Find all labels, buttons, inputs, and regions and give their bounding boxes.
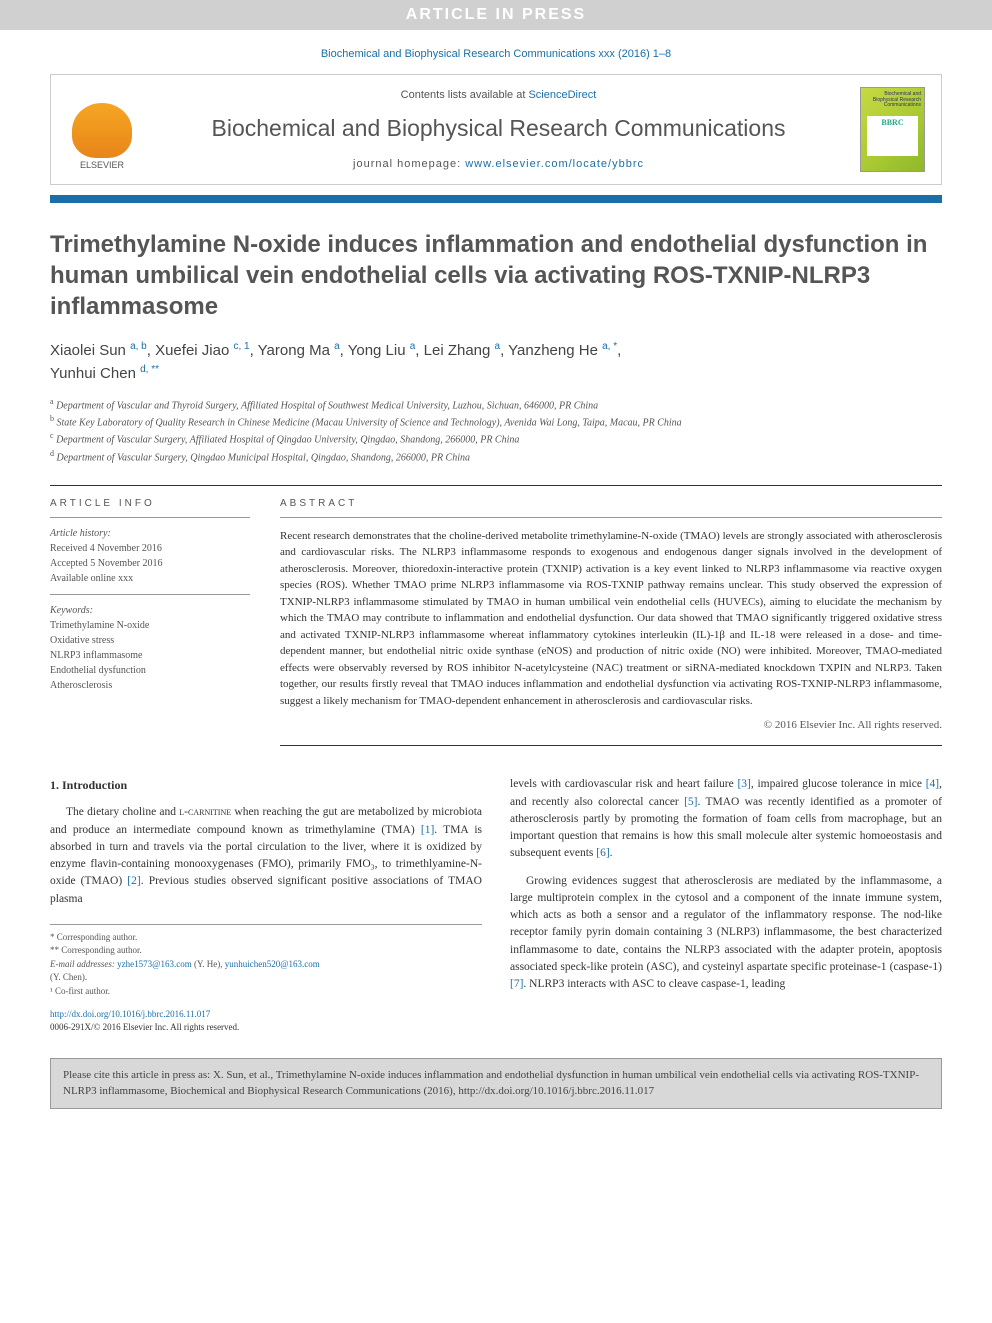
homepage-prefix: journal homepage: — [353, 158, 465, 170]
keywords-label: Keywords: — [50, 603, 250, 618]
article-info-heading: ARTICLE INFO — [50, 486, 250, 517]
top-citation: Biochemical and Biophysical Research Com… — [0, 30, 992, 74]
publisher-name: ELSEVIER — [80, 160, 124, 170]
reference-link[interactable]: [3] — [737, 778, 750, 790]
body-two-column: 1. Introduction The dietary choline and … — [50, 776, 942, 1033]
reference-link[interactable]: [1] — [421, 824, 434, 836]
article-history-block: Article history: Received 4 November 201… — [50, 517, 250, 594]
journal-cover-thumbnail: Biochemical and Biophysical Research Com… — [860, 87, 925, 172]
abstract-copyright: © 2016 Elsevier Inc. All rights reserved… — [280, 719, 942, 746]
intro-heading: 1. Introduction — [50, 776, 482, 794]
cite-article-box: Please cite this article in press as: X.… — [50, 1058, 942, 1109]
keywords-block: Keywords: Trimethylamine N-oxide Oxidati… — [50, 594, 250, 701]
reference-link[interactable]: [6] — [596, 847, 609, 859]
contents-prefix: Contents lists available at — [401, 89, 529, 101]
intro-paragraph: Growing evidences suggest that atheroscl… — [510, 873, 942, 994]
small-caps-text: l-carnitine — [179, 806, 231, 818]
affiliation: a Department of Vascular and Thyroid Sur… — [50, 396, 942, 413]
email-link[interactable]: yzhe1573@163.com — [117, 959, 192, 969]
affiliations-block: a Department of Vascular and Thyroid Sur… — [50, 396, 942, 465]
journal-homepage-line: journal homepage: www.elsevier.com/locat… — [153, 158, 844, 170]
elsevier-tree-icon — [72, 103, 132, 158]
corresponding-note: * Corresponding author. — [50, 931, 482, 945]
article-in-press-banner: ARTICLE IN PRESS — [0, 0, 992, 30]
author-list: Xiaolei Sun a, b, Xuefei Jiao c, 1, Yaro… — [50, 339, 942, 386]
article-title: Trimethylamine N-oxide induces inflammat… — [50, 229, 942, 323]
doi-link[interactable]: http://dx.doi.org/10.1016/j.bbrc.2016.11… — [50, 1009, 210, 1019]
article-info-column: ARTICLE INFO Article history: Received 4… — [50, 486, 250, 747]
sciencedirect-link[interactable]: ScienceDirect — [528, 89, 596, 101]
corresponding-note: ** Corresponding author. — [50, 944, 482, 958]
intro-paragraph: levels with cardiovascular risk and hear… — [510, 776, 942, 862]
email-name: (Y. He), — [194, 959, 223, 969]
reference-link[interactable]: [4] — [926, 778, 939, 790]
reference-link[interactable]: [7] — [510, 978, 523, 990]
header-center: Contents lists available at ScienceDirec… — [153, 89, 844, 170]
abstract-text: Recent research demonstrates that the ch… — [280, 517, 942, 710]
article-content: Trimethylamine N-oxide induces inflammat… — [0, 203, 992, 1034]
history-line: Received 4 November 2016 — [50, 541, 250, 556]
publisher-logo: ELSEVIER — [67, 90, 137, 170]
email-addresses-line: E-mail addresses: yzhe1573@163.com (Y. H… — [50, 958, 482, 972]
history-line: Available online xxx — [50, 571, 250, 586]
left-column: 1. Introduction The dietary choline and … — [50, 776, 482, 1033]
homepage-link[interactable]: www.elsevier.com/locate/ybbrc — [465, 158, 644, 170]
history-label: Article history: — [50, 526, 250, 541]
intro-paragraph: The dietary choline and l-carnitine when… — [50, 804, 482, 908]
blue-separator-bar — [50, 195, 942, 203]
reference-link[interactable]: [5] — [684, 796, 697, 808]
keyword: NLRP3 inflammasome — [50, 648, 250, 663]
abstract-column: ABSTRACT Recent research demonstrates th… — [280, 486, 942, 747]
journal-header-box: ELSEVIER Contents lists available at Sci… — [50, 74, 942, 185]
keyword: Trimethylamine N-oxide — [50, 618, 250, 633]
emails-label: E-mail addresses: — [50, 959, 115, 969]
affiliation: c Department of Vascular Surgery, Affili… — [50, 430, 942, 447]
info-abstract-row: ARTICLE INFO Article history: Received 4… — [50, 485, 942, 747]
email-link[interactable]: yunhuichen520@163.com — [225, 959, 320, 969]
email-name: (Y. Chen). — [50, 971, 482, 985]
keyword: Atherosclerosis — [50, 678, 250, 693]
affiliation: b State Key Laboratory of Quality Resear… — [50, 413, 942, 430]
issn-copyright-line: 0006-291X/© 2016 Elsevier Inc. All right… — [50, 1022, 239, 1032]
contents-available-line: Contents lists available at ScienceDirec… — [153, 89, 844, 101]
reference-link[interactable]: [2] — [127, 875, 140, 887]
journal-name: Biochemical and Biophysical Research Com… — [153, 115, 844, 142]
history-line: Accepted 5 November 2016 — [50, 556, 250, 571]
footnotes-block: * Corresponding author. ** Corresponding… — [50, 924, 482, 999]
keyword: Endothelial dysfunction — [50, 663, 250, 678]
doi-block: http://dx.doi.org/10.1016/j.bbrc.2016.11… — [50, 1008, 482, 1033]
cover-abbrev: BBRC — [867, 116, 918, 156]
cofirst-note: ¹ Co-first author. — [50, 985, 482, 999]
cover-title-text: Biochemical and Biophysical Research Com… — [861, 92, 921, 109]
keyword: Oxidative stress — [50, 633, 250, 648]
affiliation: d Department of Vascular Surgery, Qingda… — [50, 448, 942, 465]
right-column: levels with cardiovascular risk and hear… — [510, 776, 942, 1033]
abstract-heading: ABSTRACT — [280, 486, 942, 517]
